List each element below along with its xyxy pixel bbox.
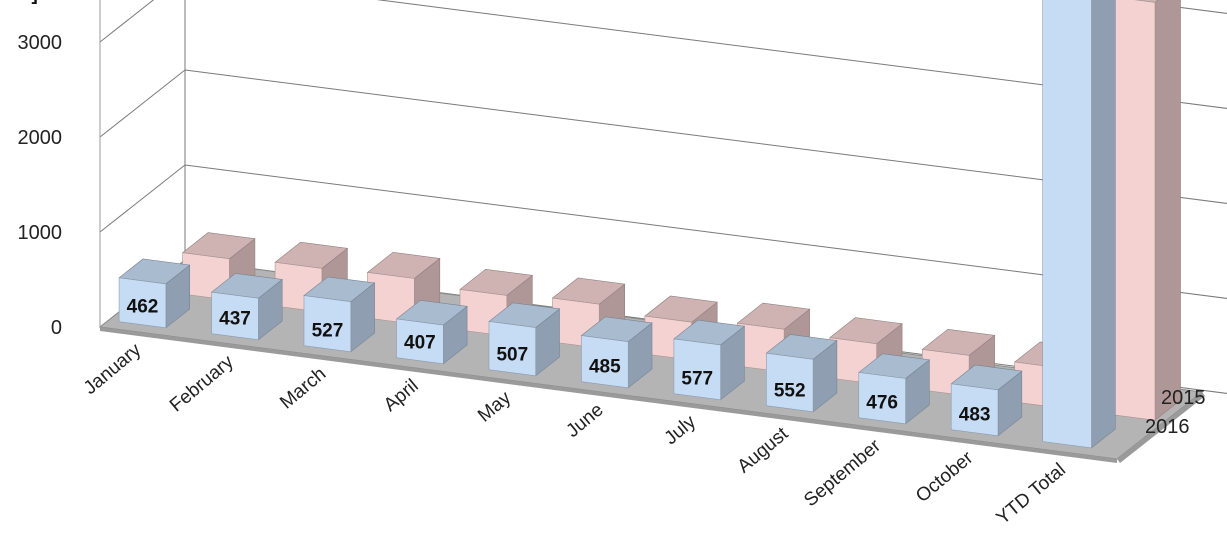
series-label-2015: 2015 [1161,387,1206,409]
data-label-2016: 552 [774,381,806,402]
y-tick-label: 0 [51,317,62,339]
category-label: January [80,339,146,399]
category-label: July [661,411,701,449]
data-label-2015: 428 [0,0,16,5]
category-label: August [734,423,793,478]
bar-2016 [488,302,561,377]
data-label-2015: 435 [0,0,16,5]
bar-front-face [673,338,721,401]
bar-2016 [673,319,746,401]
data-label-2015: 4398 [0,0,21,5]
data-label-2016: 527 [312,321,344,342]
category-label: YTD Total [993,459,1070,528]
data-label-2016: 507 [496,345,528,366]
series-label-2016: 2016 [1145,416,1190,438]
data-label-2015: 462 [0,0,16,5]
data-label-2015: 399 [0,0,16,5]
y-tick-label: 3000 [18,32,63,54]
bar-side-face [1091,0,1116,449]
bar-2016 [858,353,931,425]
y-tick-label: 1000 [18,222,63,244]
bar-2016 [118,258,191,329]
data-label-2015: 421 [0,0,16,5]
bar-front-face [858,372,906,425]
floor-front-edge [100,327,1117,463]
bar-2016 [1042,0,1116,449]
side-grid-line [99,0,155,43]
data-labels: 435[VALUE]480428462399451424428421439846… [0,0,990,426]
y-tick-label: 2000 [18,127,63,149]
bar-front-face [950,383,999,437]
data-label-2016: 485 [589,357,621,378]
bar-front-face [211,291,259,341]
side-grid-line [99,164,186,233]
bar-2016 [395,299,468,365]
data-label-2015: 424 [0,0,16,5]
data-label-2016: 407 [404,333,436,354]
bar-2016 [765,334,838,413]
bar-front-face [303,295,352,353]
bar-front-face [581,335,629,389]
data-label-2016: 483 [959,405,991,426]
category-label: March [276,363,330,413]
data-label-2015: 480 [0,0,16,5]
data-label-2015: 451 [0,0,16,5]
data-label-2015: 428 [0,0,16,5]
floor-side-edge [1117,392,1205,463]
category-label: October [912,447,978,507]
bar-side-face [1154,0,1181,421]
data-label-2016: 462 [127,297,159,318]
y-axis-ticks: 010002000300040005000 [18,32,63,339]
category-label: September [800,435,885,511]
bar-front-face [488,321,537,377]
data-label-2016: 437 [219,309,251,330]
side-grid-line [99,69,186,138]
bar-2016 [580,316,653,389]
bar-2016 [303,276,376,353]
category-label: June [562,399,607,442]
bar-2016 [950,364,1023,437]
bars [118,0,1181,449]
bar-front-face [118,277,167,329]
category-label: February [166,351,238,416]
data-label-2016: 4913 [0,0,21,5]
bar-2016 [210,273,283,341]
data-label-2015: [VALUE] [0,0,38,5]
data-label-2016: 476 [866,393,898,414]
category-label: May [474,387,515,426]
bar-2015 [1105,0,1181,421]
series-axis-labels: 2015 2016 [1145,387,1206,438]
data-label-2016: 577 [681,369,713,390]
bar-front-face [396,318,444,365]
category-label: April [380,375,423,416]
bar-front-face [1042,0,1092,449]
bar-front-face [765,352,814,413]
